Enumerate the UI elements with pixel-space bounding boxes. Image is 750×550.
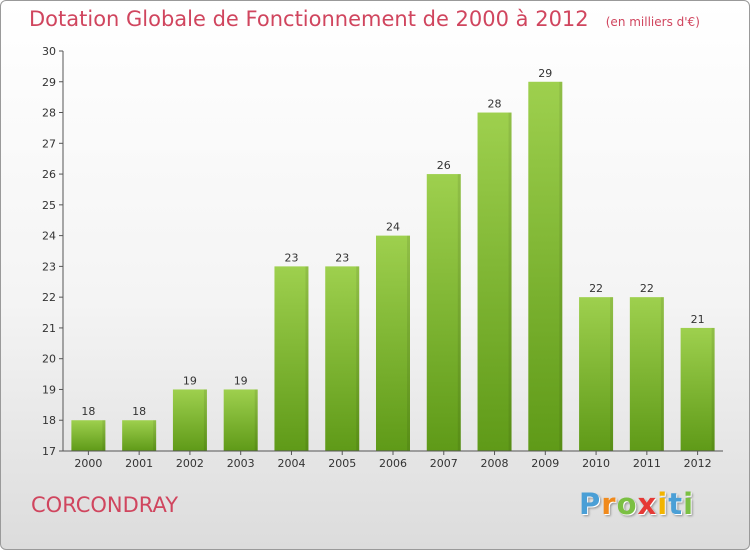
x-tick-label: 2005 (328, 457, 356, 470)
y-tick-label: 24 (42, 230, 56, 243)
bar (680, 327, 715, 451)
bar-shade (102, 420, 106, 451)
logo-letter: i (683, 487, 695, 521)
logo-letter: x (637, 487, 658, 521)
data-label: 19 (183, 374, 197, 387)
x-tick-label: 2012 (684, 457, 712, 470)
x-tick-label: 2010 (582, 457, 610, 470)
x-tick-label: 2001 (125, 457, 153, 470)
chart-unit: (en milliers d'€) (605, 15, 700, 29)
proxiti-logo: Proxiti (579, 487, 694, 521)
y-tick-label: 22 (42, 291, 56, 304)
bar (579, 297, 614, 451)
title-row: Dotation Globale de Fonctionnement de 20… (29, 7, 700, 31)
bar-shade (407, 235, 410, 451)
x-tick-label: 2003 (227, 457, 255, 470)
data-label: 24 (386, 221, 400, 234)
x-tick-label: 2009 (531, 457, 559, 470)
logo-letter: t (668, 487, 684, 521)
x-tick-label: 2011 (633, 457, 661, 470)
x-tick-label: 2000 (74, 457, 102, 470)
y-tick-label: 20 (42, 353, 56, 366)
bar-shade (305, 266, 309, 451)
x-tick-label: 2006 (379, 457, 407, 470)
bar-shade (559, 81, 563, 452)
data-label: 29 (538, 67, 552, 80)
bar (426, 174, 461, 452)
x-tick-label: 2002 (176, 457, 204, 470)
bar-shade (203, 389, 207, 451)
logo-letter: o (616, 487, 638, 521)
data-label: 22 (589, 282, 603, 295)
y-tick-label: 18 (42, 414, 56, 427)
bar (528, 81, 563, 452)
chart-title: Dotation Globale de Fonctionnement de 20… (29, 7, 589, 31)
y-tick-label: 27 (42, 137, 56, 150)
y-tick-label: 23 (42, 260, 56, 273)
bar (172, 389, 207, 451)
data-label: 21 (691, 313, 705, 326)
y-tick-label: 26 (42, 168, 56, 181)
y-tick-label: 29 (42, 76, 56, 89)
y-tick-label: 30 (42, 45, 56, 58)
data-label: 23 (335, 251, 349, 264)
bar (477, 112, 512, 452)
x-tick-label: 2004 (277, 457, 305, 470)
bar (325, 266, 360, 451)
commune-name: CORCONDRAY (31, 493, 179, 517)
y-tick-label: 21 (42, 322, 56, 335)
y-tick-label: 19 (42, 383, 56, 396)
x-tick-label: 2008 (481, 457, 509, 470)
y-tick-label: 17 (42, 445, 56, 458)
bar-shade (711, 327, 715, 451)
bar (376, 235, 410, 451)
data-label: 28 (488, 98, 502, 111)
x-tick-label: 2007 (430, 457, 458, 470)
logo-letter: P (579, 487, 602, 521)
logo-letter: r (601, 487, 617, 521)
bar-shade (457, 174, 461, 452)
bar (71, 420, 106, 451)
bar-shade (610, 297, 614, 451)
y-tick-label: 28 (42, 107, 56, 120)
data-label: 19 (234, 374, 248, 387)
data-label: 18 (132, 405, 146, 418)
data-label: 18 (81, 405, 95, 418)
bar-shade (254, 389, 258, 451)
data-label: 23 (284, 251, 298, 264)
bar (223, 389, 258, 451)
bar-shade (660, 297, 664, 451)
bar-shade (508, 112, 512, 452)
bar (629, 297, 664, 451)
bar (122, 420, 157, 451)
data-label: 22 (640, 282, 654, 295)
bar-shade (153, 420, 157, 451)
data-label: 26 (437, 159, 451, 172)
logo-letter: i (657, 487, 669, 521)
bar (274, 266, 309, 451)
bar-shade (356, 266, 360, 451)
y-tick-label: 25 (42, 199, 56, 212)
